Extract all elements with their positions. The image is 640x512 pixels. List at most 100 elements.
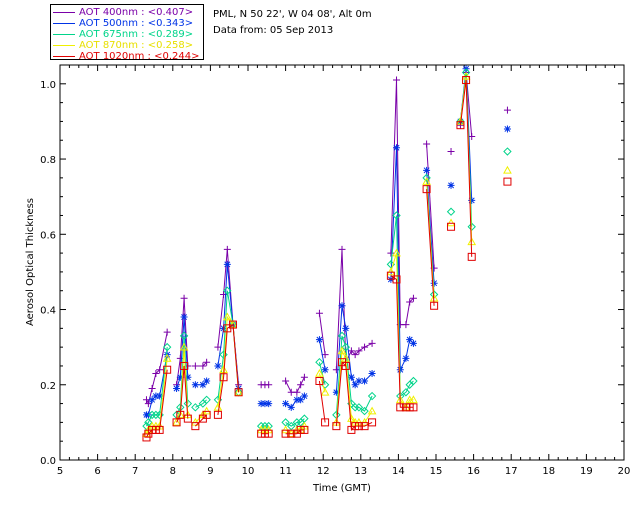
data-point: [422, 185, 431, 194]
data-point: [461, 71, 471, 80]
data-point: [447, 222, 456, 231]
data-point: [409, 294, 417, 302]
data-point: [315, 368, 324, 377]
data-point: [350, 403, 360, 412]
data-point: [183, 414, 192, 423]
data-point: [191, 422, 200, 431]
data-point: [446, 218, 456, 227]
data-point: [393, 144, 401, 152]
data-point: [223, 286, 232, 295]
x-tick-label: 11: [279, 466, 292, 477]
data-point: [179, 342, 189, 351]
data-point: [321, 418, 330, 427]
data-point: [503, 165, 512, 174]
data-point: [423, 166, 431, 174]
series-line: [426, 143, 435, 269]
x-tick-label: 7: [132, 466, 138, 477]
x-tick-label: 6: [94, 466, 100, 477]
data-point: [351, 381, 359, 389]
data-point: [361, 377, 369, 385]
series-line: [335, 249, 373, 370]
data-point: [462, 76, 471, 85]
data-point: [297, 381, 305, 389]
data-point: [213, 410, 222, 419]
data-point: [392, 275, 401, 284]
data-point: [175, 410, 185, 419]
data-point: [147, 410, 157, 420]
x-tick-label: 9: [207, 466, 213, 477]
data-point: [234, 387, 243, 396]
data-point: [409, 403, 418, 412]
data-point: [228, 320, 237, 329]
series-line: [195, 361, 207, 367]
data-point: [287, 403, 295, 411]
data-point: [406, 336, 414, 344]
data-point: [332, 388, 340, 396]
data-point: [203, 377, 211, 385]
y-tick-label: 0.2: [40, 381, 56, 392]
data-point: [392, 211, 401, 220]
legend-item-675nm: AOT 675nm : <0.289>: [53, 29, 193, 40]
x-axis-title: Time (GMT): [312, 483, 371, 494]
data-point: [354, 422, 363, 431]
data-point: [409, 395, 418, 404]
data-point: [300, 425, 309, 434]
data-point: [223, 245, 231, 253]
legend-label-500nm: AOT 500nm : <0.343>: [79, 18, 194, 29]
legend-swatch-870nm: [53, 44, 75, 46]
data-point: [155, 425, 164, 434]
x-tick-label: 10: [242, 466, 255, 477]
series-2: [142, 68, 512, 431]
data-point: [447, 148, 455, 156]
series-line: [318, 380, 326, 423]
data-point: [203, 358, 211, 366]
series-line: [459, 79, 473, 257]
data-point: [337, 331, 347, 341]
data-point: [456, 121, 465, 130]
data-point: [402, 354, 410, 362]
data-point: [148, 385, 156, 393]
legend: AOT 400nm : <0.407> AOT 500nm : <0.343> …: [50, 4, 204, 62]
data-point: [368, 339, 376, 347]
data-point: [503, 177, 512, 186]
data-point: [320, 387, 330, 396]
data-point: [387, 249, 395, 257]
data-point: [467, 252, 476, 261]
data-point: [261, 400, 269, 408]
x-tick-label: 5: [57, 466, 63, 477]
data-point: [191, 403, 200, 412]
legend-swatch-400nm: [53, 11, 75, 13]
series-line: [390, 215, 414, 397]
data-point: [355, 347, 363, 355]
data-point: [152, 369, 160, 377]
data-point: [347, 414, 356, 422]
data-point: [214, 362, 222, 370]
legend-item-400nm: AOT 400nm : <0.407>: [53, 7, 193, 18]
x-tick-label: 19: [580, 466, 593, 477]
data-point: [332, 366, 340, 374]
x-tick-label: 15: [430, 466, 443, 477]
series-line: [146, 347, 168, 427]
data-point: [300, 373, 308, 381]
data-point: [360, 406, 369, 416]
data-point: [368, 369, 376, 377]
data-point: [468, 196, 476, 204]
series-layer: [142, 65, 512, 442]
data-point: [396, 403, 405, 412]
data-point: [361, 343, 369, 351]
data-point: [156, 392, 164, 400]
data-point: [406, 298, 414, 306]
data-point: [367, 391, 377, 401]
data-point: [338, 302, 346, 310]
data-point: [256, 421, 266, 431]
data-point: [503, 147, 512, 156]
series-4: [142, 76, 512, 442]
data-point: [176, 373, 184, 381]
legend-label-400nm: AOT 400nm : <0.407>: [79, 7, 194, 18]
data-point: [199, 362, 207, 370]
data-point: [264, 429, 273, 438]
data-point: [172, 417, 181, 426]
data-point: [172, 418, 181, 427]
location-text: PML, N 50 22', W 04 08', Alt 0m: [213, 9, 372, 20]
data-point: [422, 177, 431, 185]
